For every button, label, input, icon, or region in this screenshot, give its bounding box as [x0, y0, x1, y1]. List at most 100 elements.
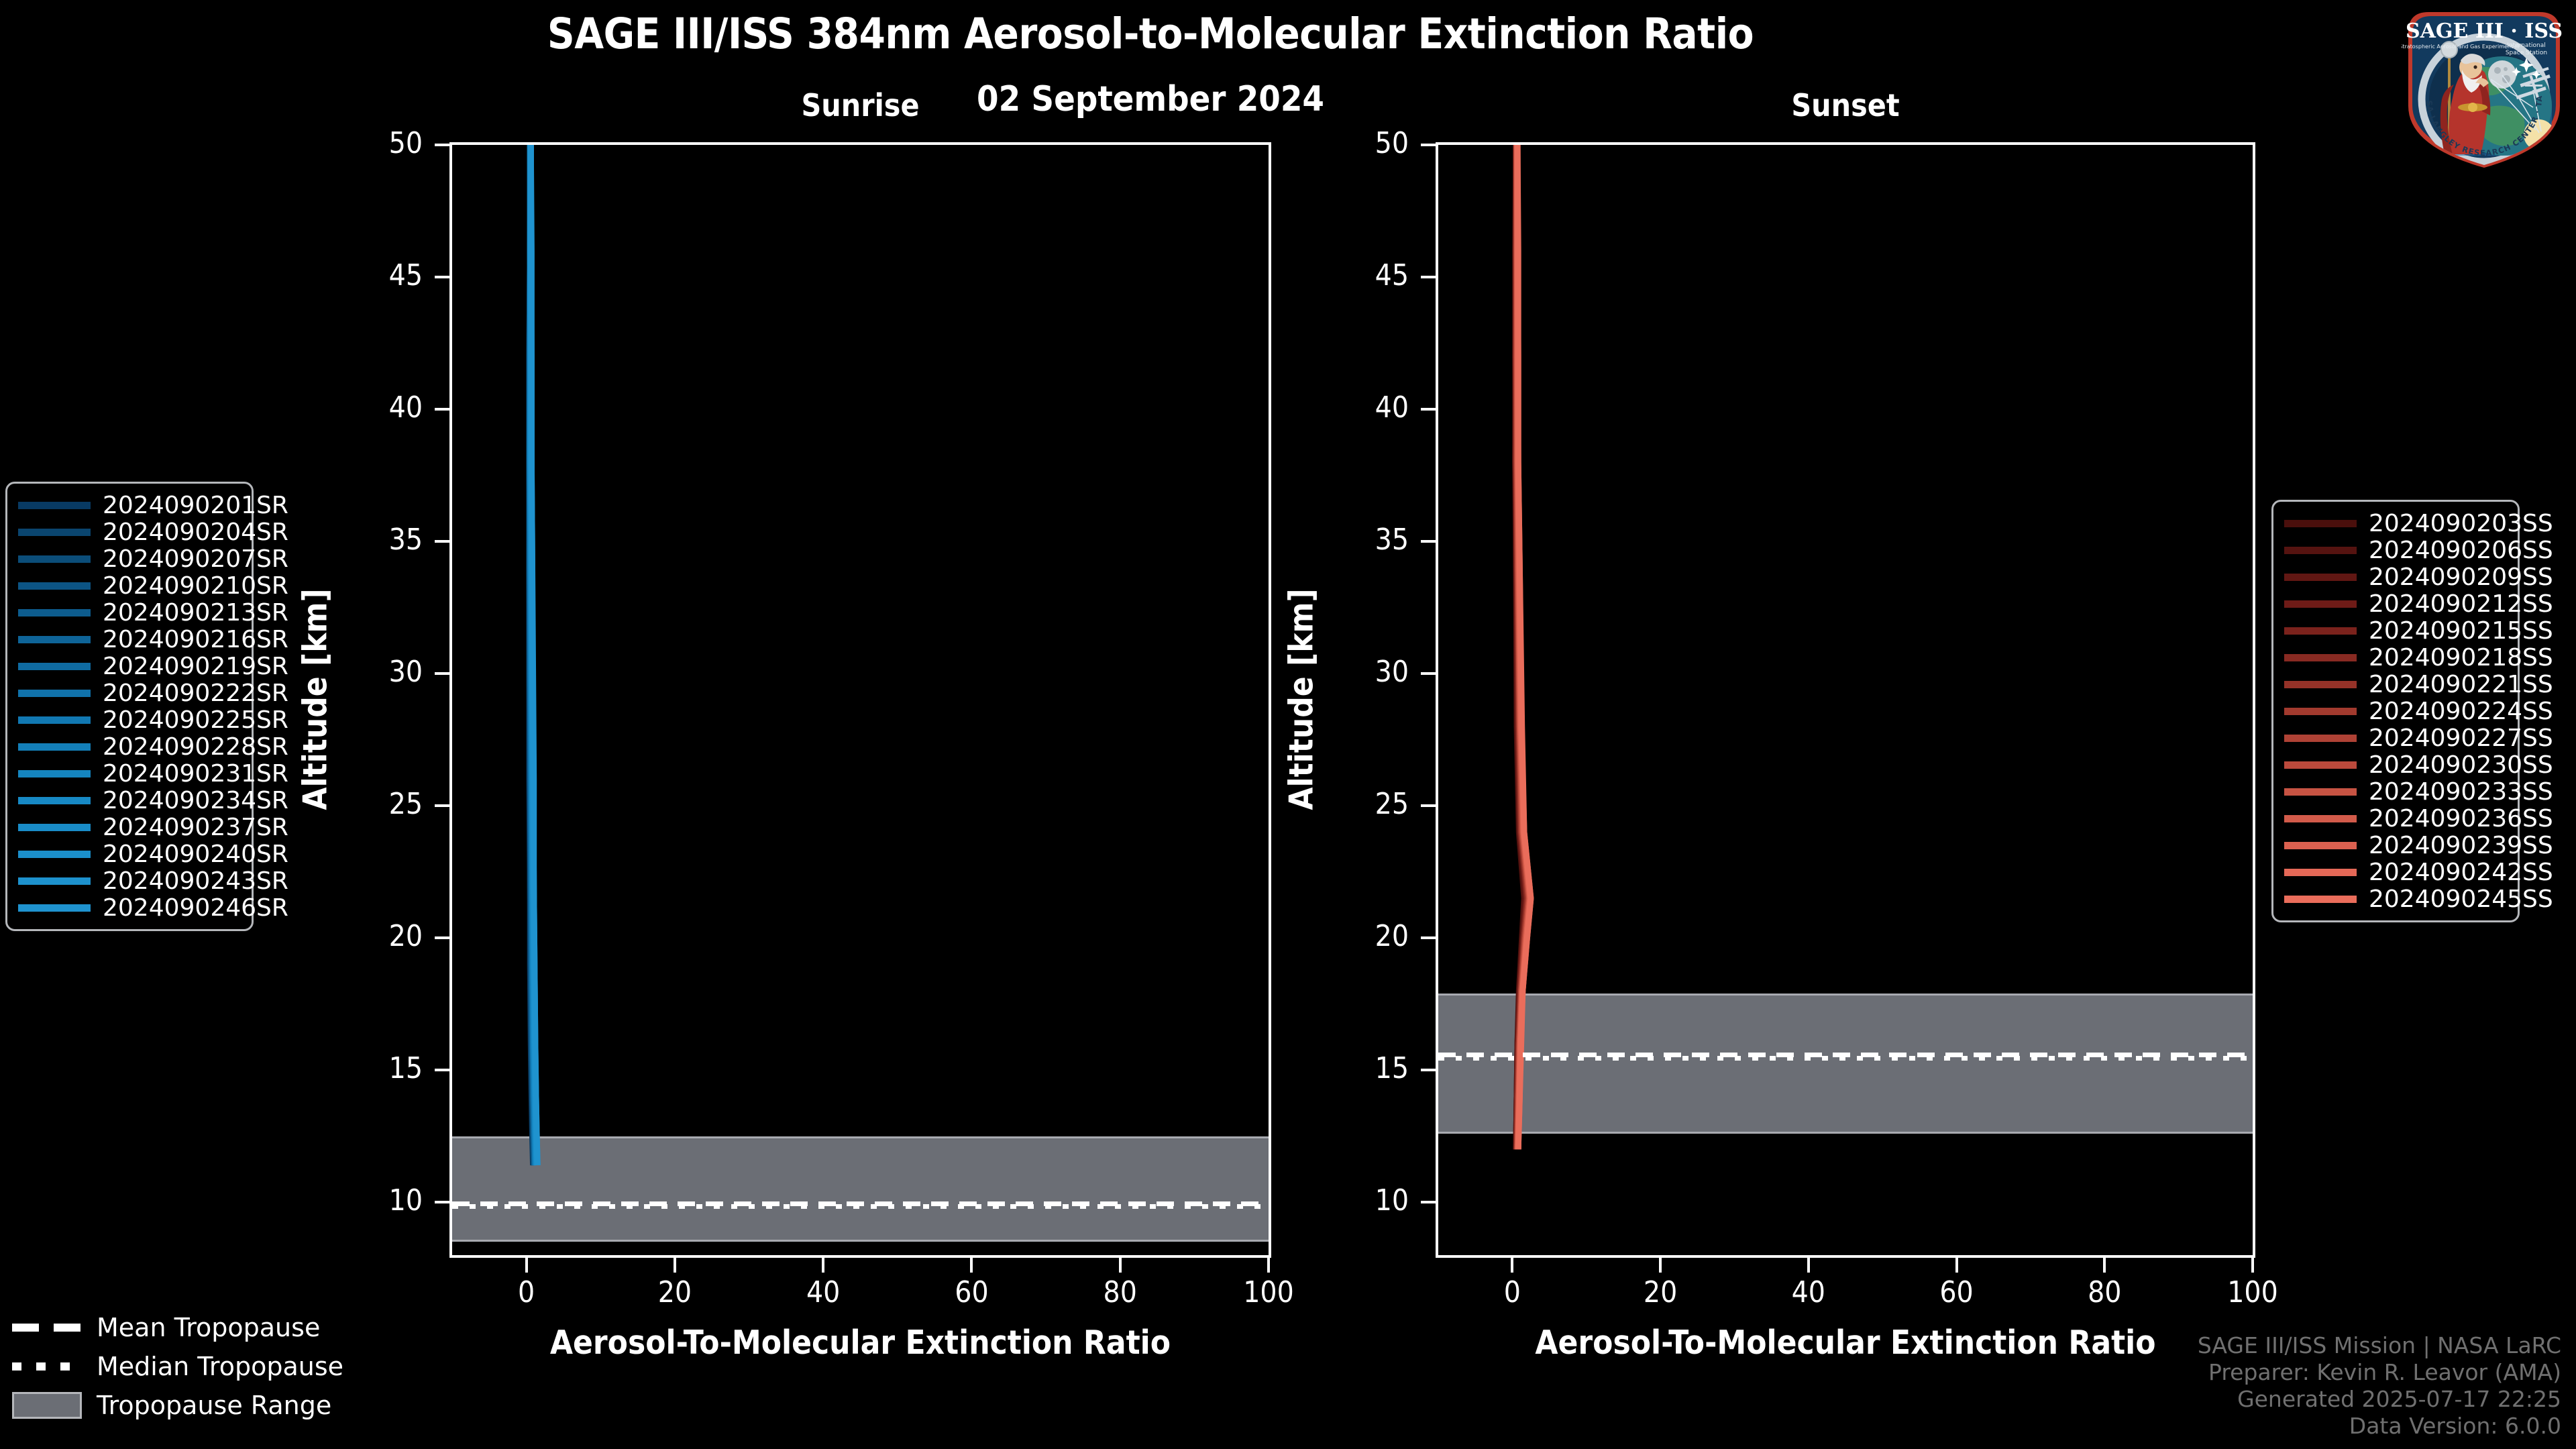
- series-line: [1514, 145, 1534, 1150]
- credit-generated: Generated 2025-07-17 22:25: [2237, 1386, 2561, 1412]
- y-axis-tick: [1421, 936, 1436, 940]
- legend-item[interactable]: 2024090212SS: [2284, 590, 2553, 618]
- patch-subtitle-right-1: International: [2507, 42, 2545, 49]
- legend-label: 2024090233SS: [2369, 777, 2553, 806]
- legend-item[interactable]: 2024090210SR: [18, 572, 288, 600]
- legend-item[interactable]: 2024090233SS: [2284, 778, 2553, 806]
- legend-label: 2024090216SR: [103, 625, 288, 653]
- legend-label-range: Tropopause Range: [97, 1391, 332, 1420]
- legend-item[interactable]: 2024090201SR: [18, 492, 288, 519]
- y-axis-tick-label: 15: [388, 1051, 423, 1086]
- series-color-swatch: [18, 528, 91, 536]
- legend-item[interactable]: 2024090237SR: [18, 814, 288, 841]
- series-color-swatch: [2284, 841, 2357, 849]
- patch-title: SAGE III · ISS: [2406, 19, 2563, 43]
- x-axis-tick: [1659, 1258, 1662, 1273]
- legend-label: 2024090245SS: [2369, 885, 2553, 913]
- series-color-swatch: [2284, 761, 2357, 769]
- legend-label: 2024090209SS: [2369, 563, 2553, 591]
- legend-label: 2024090239SS: [2369, 831, 2553, 859]
- series-lines: [526, 145, 541, 1166]
- legend-item[interactable]: 2024090213SR: [18, 599, 288, 627]
- sunrise-panel-title: Sunrise: [801, 87, 920, 123]
- x-axis-tick-label: 80: [1103, 1275, 1137, 1309]
- page-title: SAGE III/ISS 384nm Aerosol-to-Molecular …: [547, 9, 1754, 58]
- series-color-swatch: [2284, 734, 2357, 742]
- legend-sunset[interactable]: 2024090203SS 2024090206SS 2024090209SS 2024…: [2271, 500, 2553, 922]
- series-color-swatch: [18, 743, 91, 751]
- patch-subtitle-right-2: Space Station: [2506, 50, 2547, 56]
- y-axis-tick: [435, 408, 449, 411]
- legend-item[interactable]: 2024090218SS: [2284, 644, 2553, 672]
- y-axis-tick-label: 40: [388, 390, 423, 425]
- dashed-line-icon: [12, 1324, 82, 1332]
- y-axis-title: Altitude [km]: [1282, 588, 1321, 810]
- legend-item[interactable]: 2024090243SR: [18, 867, 288, 895]
- patch-subtitle-left: Stratospheric Aerosol and Gas Experiment…: [2402, 44, 2520, 50]
- y-axis-tick-label: 30: [388, 655, 423, 690]
- series-color-swatch: [18, 877, 91, 885]
- y-axis-tick: [1421, 144, 1436, 146]
- legend-item[interactable]: 2024090204SR: [18, 519, 288, 546]
- series-color-swatch: [18, 769, 91, 777]
- legend-item[interactable]: 2024090246SR: [18, 894, 288, 922]
- x-axis-tick: [525, 1258, 528, 1273]
- legend-item[interactable]: 2024090239SS: [2284, 832, 2553, 859]
- series-color-swatch: [18, 796, 91, 804]
- legend-label: 2024090207SR: [103, 545, 288, 573]
- legend-item[interactable]: 2024090230SS: [2284, 751, 2553, 779]
- series-color-swatch: [2284, 519, 2357, 527]
- legend-item[interactable]: 2024090228SR: [18, 733, 288, 761]
- y-axis-tick-label: 50: [388, 126, 423, 160]
- series-color-swatch: [2284, 814, 2357, 822]
- x-axis-tick-label: 100: [1243, 1275, 1294, 1309]
- y-axis-tick: [435, 936, 449, 940]
- y-axis-tick: [1421, 540, 1436, 543]
- median-tropopause-line: [1438, 1056, 2253, 1061]
- credits-block: SAGE III/ISS Mission | NASA LaRC Prepare…: [2198, 1332, 2561, 1440]
- legend-item[interactable]: 2024090216SR: [18, 626, 288, 653]
- legend-item[interactable]: 2024090242SS: [2284, 859, 2553, 886]
- y-axis-tick: [435, 540, 449, 543]
- legend-item[interactable]: 2024090222SR: [18, 680, 288, 707]
- y-axis-tick-label: 20: [388, 919, 423, 954]
- legend-item[interactable]: 2024090215SS: [2284, 617, 2553, 645]
- legend-item[interactable]: 2024090240SR: [18, 841, 288, 868]
- legend-sunrise[interactable]: 2024090201SR 2024090204SR 2024090207SR 2024…: [5, 482, 288, 931]
- plot-area-sunrise: [452, 145, 1269, 1255]
- legend-label: 2024090227SS: [2369, 724, 2553, 752]
- legend-label: 2024090212SS: [2369, 590, 2553, 618]
- legend-item[interactable]: 2024090206SS: [2284, 537, 2553, 564]
- legend-item[interactable]: 2024090203SS: [2284, 510, 2553, 537]
- y-axis-tick: [1421, 408, 1436, 411]
- legend-item[interactable]: 2024090224SS: [2284, 698, 2553, 725]
- series-color-swatch: [2284, 788, 2357, 796]
- legend-label-mean: Mean Tropopause: [97, 1313, 321, 1342]
- legend-item[interactable]: 2024090234SR: [18, 787, 288, 814]
- legend-item[interactable]: 2024090219SR: [18, 653, 288, 680]
- y-axis-tick-label: 45: [1375, 258, 1409, 293]
- y-axis-tick-label: 35: [388, 523, 423, 557]
- y-axis-tick-label: 45: [388, 258, 423, 293]
- legend-item[interactable]: 2024090209SS: [2284, 564, 2553, 591]
- legend-item[interactable]: 2024090245SS: [2284, 885, 2553, 913]
- x-axis-tick-label: 40: [1791, 1275, 1825, 1309]
- series-color-swatch: [18, 635, 91, 643]
- y-axis-tick-label: 25: [388, 787, 423, 822]
- series-color-swatch: [18, 904, 91, 912]
- legend-label: 2024090206SS: [2369, 536, 2553, 564]
- legend-label: 2024090203SS: [2369, 509, 2553, 537]
- legend-item[interactable]: 2024090207SR: [18, 545, 288, 573]
- x-axis-tick-label: 0: [518, 1275, 535, 1309]
- legend-item[interactable]: 2024090236SS: [2284, 805, 2553, 833]
- legend-item[interactable]: 2024090231SR: [18, 760, 288, 788]
- legend-item[interactable]: 2024090221SS: [2284, 671, 2553, 698]
- legend-item[interactable]: 2024090225SR: [18, 706, 288, 734]
- x-axis-tick-label: 40: [806, 1275, 841, 1309]
- series-color-swatch: [18, 823, 91, 831]
- y-axis-tick: [1421, 1201, 1436, 1204]
- legend-item[interactable]: 2024090227SS: [2284, 724, 2553, 752]
- mean-tropopause-line: [452, 1201, 1269, 1207]
- x-axis-tick-label: 60: [1939, 1275, 1974, 1309]
- credit-version: Data Version: 6.0.0: [2349, 1413, 2561, 1439]
